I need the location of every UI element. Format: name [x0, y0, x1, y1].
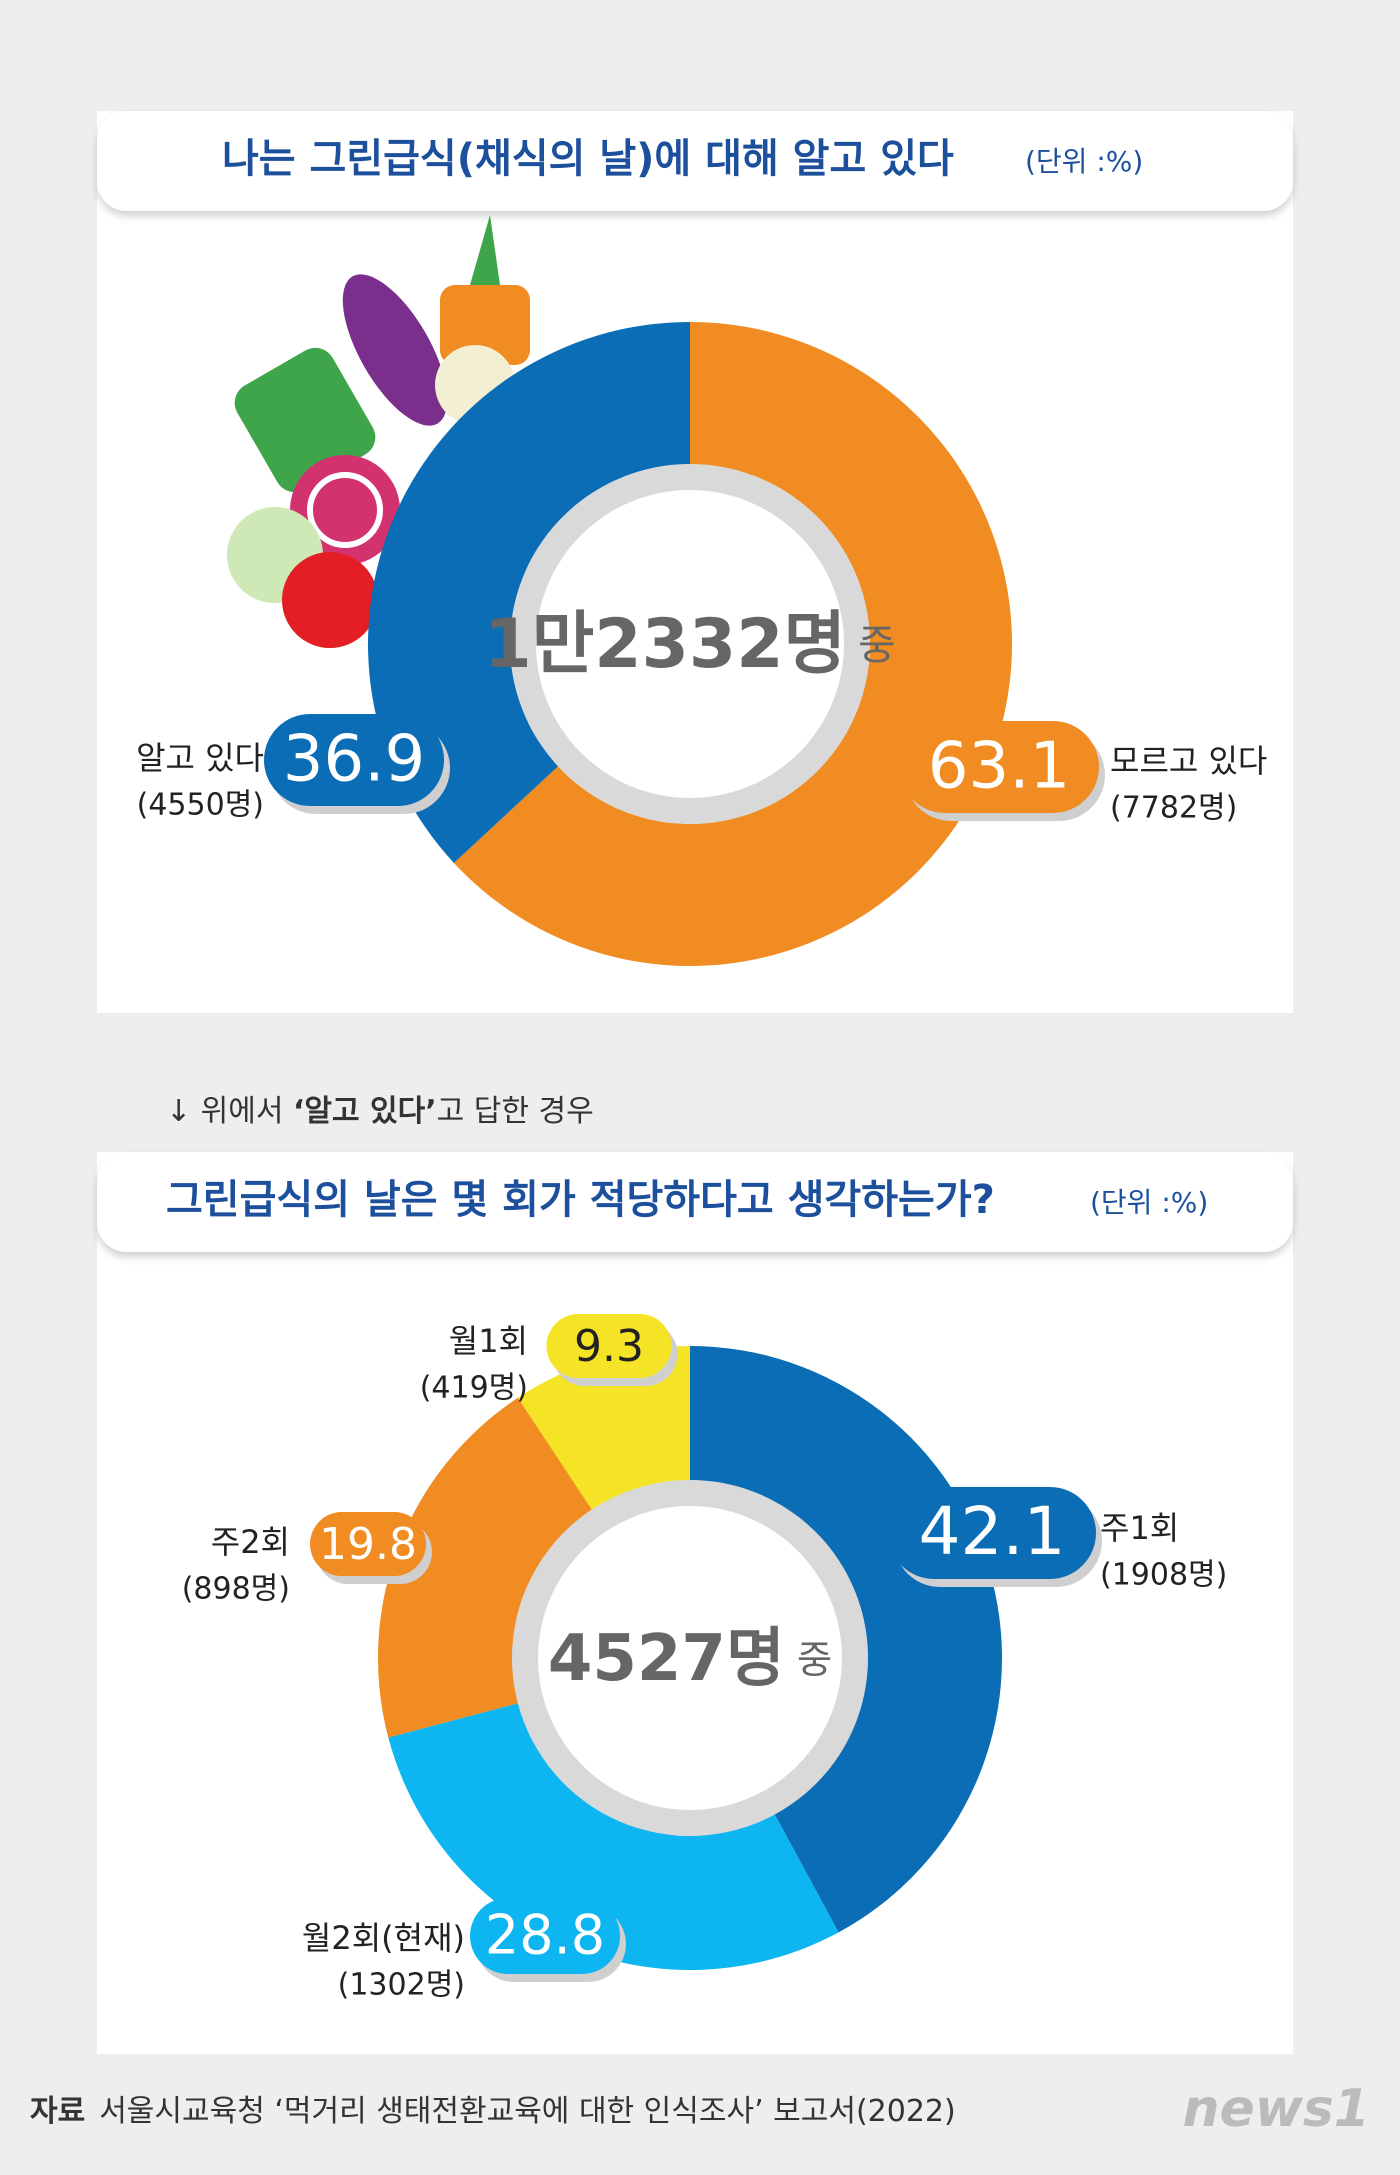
logo: news1 — [1183, 2079, 1370, 2139]
value-pill — [310, 1512, 426, 1576]
value-pill — [546, 1314, 672, 1378]
count-label: (1302명) — [338, 1968, 465, 2003]
center-count: 4527명 — [548, 1622, 785, 1696]
chart-title: 나는 그린급식(채식의 날)에 대해 알고 있다 — [222, 136, 954, 182]
value-pill — [888, 1487, 1096, 1579]
source: 자료 서울시교육청 ‘먹거리 생태전환교육에 대한 인식조사’ 보고서(2022) — [30, 2094, 956, 2129]
donut-segment — [378, 1397, 592, 1738]
center-label: 1만2332명 중 — [484, 605, 895, 684]
count-label: (1908명) — [1100, 1558, 1227, 1593]
donut-hole — [536, 490, 844, 798]
donut-hole — [538, 1506, 842, 1810]
count-label: (419명) — [420, 1371, 528, 1406]
value-label: 9.3 — [574, 1321, 644, 1372]
value-label: 42.1 — [919, 1493, 1066, 1570]
center-label: 4527명 중 — [548, 1622, 832, 1696]
center-suffix: 중 — [858, 621, 896, 669]
source-label: 자료 — [30, 2094, 85, 2129]
value-label: 63.1 — [928, 730, 1071, 804]
count-label: (7782명) — [1110, 791, 1237, 826]
category-label: 알고 있다 — [136, 739, 264, 777]
value-pill — [470, 1898, 620, 1974]
value-label: 19.8 — [319, 1519, 417, 1570]
note-text: ↓ 위에서 — [166, 1094, 293, 1129]
category-label: 월1회 — [449, 1322, 528, 1360]
value-pill — [264, 714, 444, 806]
category-label: 월2회(현재) — [302, 1919, 465, 1957]
count-label: (4550명) — [137, 788, 264, 823]
category-label: 모르고 있다 — [1110, 742, 1267, 780]
value-label: 36.9 — [283, 723, 426, 797]
category-label: 주2회 — [211, 1523, 290, 1561]
note-text: 고 답한 경우 — [437, 1094, 594, 1129]
chart-title: 그린급식의 날은 몇 회가 적당하다고 생각하는가? — [166, 1177, 995, 1223]
panel-header — [97, 1152, 1293, 1252]
count-label: (898명) — [182, 1572, 290, 1607]
vegetable-illustration — [227, 215, 530, 648]
category-label: 주1회 — [1100, 1509, 1179, 1547]
source-text: 서울시교육청 ‘먹거리 생태전환교육에 대한 인식조사’ 보고서(2022) — [99, 2094, 956, 2129]
note-emphasis: ‘알고 있다’ — [293, 1094, 437, 1129]
panel-header — [97, 111, 1293, 211]
value-pill — [899, 721, 1099, 813]
value-label: 28.8 — [485, 1904, 605, 1967]
center-suffix: 중 — [797, 1638, 832, 1683]
unit-label: (단위 :%) — [1025, 145, 1143, 178]
unit-label: (단위 :%) — [1090, 1186, 1208, 1219]
donut-segment — [367, 322, 690, 863]
donut-segment — [517, 1346, 690, 1510]
donut-segment — [453, 322, 1012, 966]
center-count: 1만2332명 — [484, 605, 846, 684]
note: ↓ 위에서 ‘알고 있다’고 답한 경우 — [166, 1094, 594, 1129]
